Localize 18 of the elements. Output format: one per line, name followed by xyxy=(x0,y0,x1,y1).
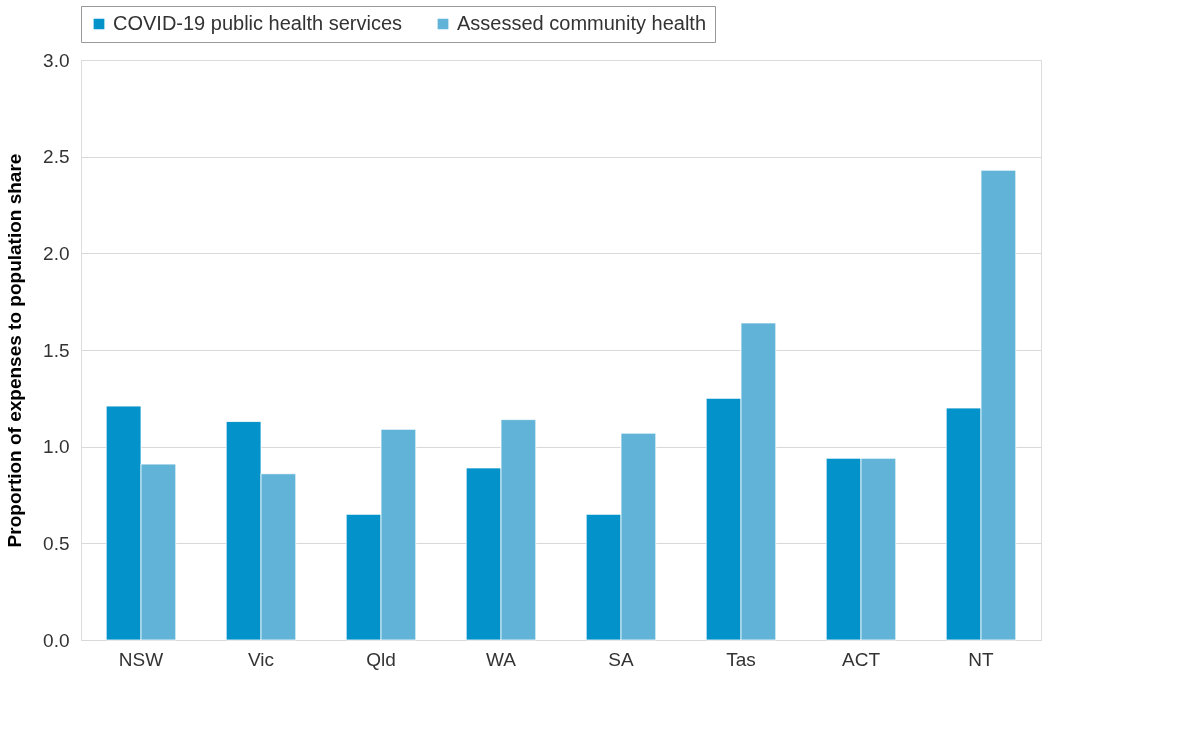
x-tick-label: SA xyxy=(608,648,634,670)
x-tick-label: Qld xyxy=(366,648,396,670)
y-tick-label: 1.0 xyxy=(43,436,70,458)
legend-label: COVID-19 public health services xyxy=(113,12,403,34)
x-tick-label: WA xyxy=(486,648,517,670)
y-tick-label: 1.5 xyxy=(43,339,70,361)
y-tick-label: 0.5 xyxy=(43,532,70,554)
y-tick-label: 2.0 xyxy=(43,242,70,264)
x-tick-label: NSW xyxy=(118,648,164,670)
x-tick-label: NT xyxy=(968,648,995,670)
x-tick-label: Tas xyxy=(726,648,756,670)
y-tick-label: 2.5 xyxy=(43,146,70,168)
y-tick-label: 3.0 xyxy=(43,49,70,71)
x-tick-label: ACT xyxy=(842,648,881,670)
y-axis-title: Proportion of expenses to population share xyxy=(4,153,26,548)
y-tick-label: 0.0 xyxy=(43,629,70,651)
legend-label: Assessed community health xyxy=(457,12,707,34)
x-tick-label: Vic xyxy=(247,648,275,670)
